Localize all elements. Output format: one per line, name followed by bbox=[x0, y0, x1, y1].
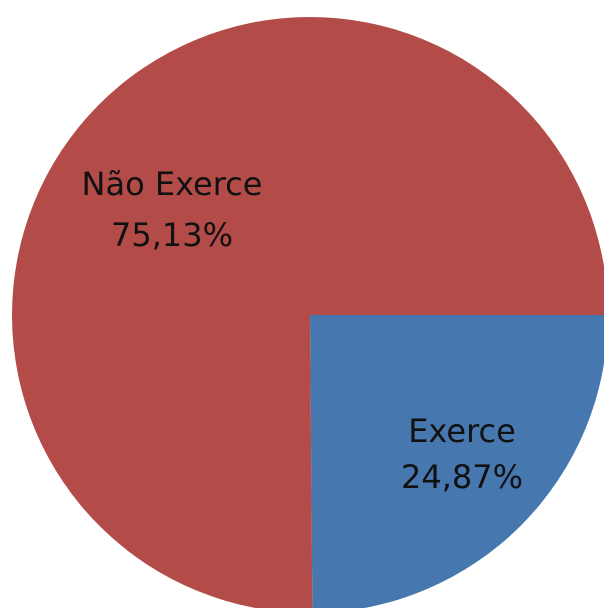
slice-labels: Não Exerce 75,13% Exerce 24,87% bbox=[82, 165, 523, 496]
slice-label-nao-exerce-name: Não Exerce bbox=[82, 165, 263, 203]
slice-label-nao-exerce-percent: 75,13% bbox=[111, 216, 233, 254]
pie-slice-exerce bbox=[310, 315, 604, 608]
pie-slice-n-o-exerce bbox=[12, 17, 604, 608]
slice-label-exerce-percent: 24,87% bbox=[401, 458, 523, 496]
slice-label-exerce-name: Exerce bbox=[408, 412, 516, 450]
pie-slices bbox=[12, 17, 604, 608]
